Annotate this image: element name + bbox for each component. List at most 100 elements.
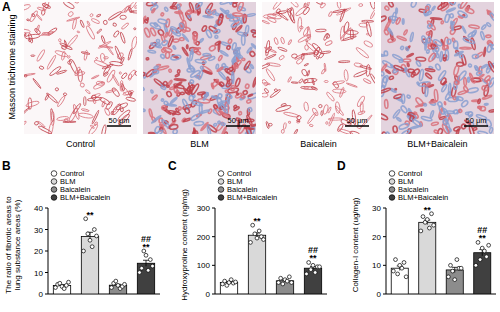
tissue-texture bbox=[398, 123, 409, 131]
tissue-texture bbox=[84, 97, 86, 106]
y-tick-label: 40 bbox=[34, 204, 43, 213]
tissue-texture bbox=[326, 91, 335, 101]
panel-label: A bbox=[2, 0, 11, 14]
tissue-texture bbox=[440, 77, 447, 85]
tissue-texture bbox=[213, 123, 217, 126]
bar bbox=[446, 270, 463, 294]
tissue-texture bbox=[103, 20, 107, 25]
tissue-texture bbox=[302, 6, 310, 15]
tissue-texture bbox=[161, 40, 168, 46]
tissue-texture bbox=[447, 39, 451, 44]
tissue-texture bbox=[238, 111, 241, 115]
tissue-texture bbox=[346, 83, 357, 88]
tissue-texture bbox=[483, 47, 485, 56]
y-tick bbox=[212, 236, 215, 237]
tissue-texture bbox=[384, 100, 388, 109]
tissue-texture bbox=[301, 69, 308, 77]
data-point bbox=[419, 229, 423, 233]
tissue-texture bbox=[389, 76, 394, 80]
y-tick-label: 0 bbox=[39, 290, 44, 299]
y-tick-label: 30 bbox=[372, 204, 381, 213]
data-point bbox=[95, 234, 99, 238]
tissue-texture bbox=[262, 20, 270, 24]
tissue-texture bbox=[289, 2, 299, 8]
tissue-texture bbox=[120, 32, 126, 44]
tissue-texture bbox=[296, 58, 304, 65]
tissue-texture bbox=[460, 47, 472, 49]
tissue-texture bbox=[34, 121, 39, 125]
tissue-texture bbox=[293, 129, 298, 134]
tissue-texture bbox=[121, 4, 132, 13]
tissue-texture bbox=[179, 23, 184, 29]
data-point bbox=[400, 266, 404, 270]
tissue-texture bbox=[454, 80, 460, 86]
data-point bbox=[313, 271, 317, 275]
tissue-texture bbox=[266, 16, 276, 24]
tissue-texture bbox=[207, 125, 211, 134]
data-point bbox=[485, 255, 489, 259]
figure: AMasson trichrome staining50 μmControl50… bbox=[0, 0, 500, 312]
tissue-texture bbox=[281, 129, 284, 133]
tissue-texture bbox=[201, 25, 207, 32]
tissue-texture bbox=[288, 39, 292, 45]
tissue-texture bbox=[209, 45, 217, 52]
tissue-texture bbox=[116, 102, 129, 111]
tissue-texture bbox=[161, 105, 166, 110]
tissue-texture bbox=[283, 123, 287, 130]
tissue-texture bbox=[426, 50, 429, 54]
tissue-texture bbox=[434, 130, 439, 134]
tissue-texture bbox=[215, 35, 218, 38]
tissue-texture bbox=[215, 41, 221, 46]
tissue-texture bbox=[233, 3, 237, 7]
data-point bbox=[262, 238, 266, 242]
tissue-texture bbox=[236, 92, 239, 95]
data-point bbox=[92, 228, 96, 232]
tissue-texture bbox=[121, 22, 129, 30]
tissue-texture bbox=[31, 13, 35, 17]
y-tick-label: 30 bbox=[34, 226, 43, 235]
tissue-texture bbox=[350, 29, 353, 40]
tissue-texture bbox=[232, 42, 237, 50]
tissue-texture bbox=[100, 53, 106, 62]
tissue-texture bbox=[216, 64, 219, 69]
tissue-texture bbox=[63, 2, 75, 10]
tissue-texture bbox=[435, 63, 441, 70]
scale-bar-label: 50 μm bbox=[466, 116, 487, 125]
tissue-texture bbox=[291, 82, 298, 84]
data-point bbox=[88, 238, 92, 242]
tissue-texture bbox=[458, 109, 462, 113]
y-tick-label: 0 bbox=[377, 290, 382, 299]
tissue-texture bbox=[278, 46, 288, 52]
tissue-texture bbox=[80, 20, 85, 28]
y-tick-label: 10 bbox=[372, 261, 381, 270]
tissue-texture bbox=[265, 54, 277, 60]
tissue-texture bbox=[489, 127, 493, 133]
scale-bar-label: 50 μm bbox=[347, 116, 368, 125]
tissue-texture bbox=[272, 2, 284, 10]
tissue-texture bbox=[304, 102, 309, 112]
tissue-texture bbox=[465, 7, 475, 15]
tissue-texture bbox=[304, 63, 309, 66]
data-point bbox=[82, 249, 86, 253]
data-point bbox=[446, 275, 450, 279]
tissue-texture bbox=[67, 55, 70, 58]
tissue-texture bbox=[151, 8, 155, 13]
tissue-texture bbox=[218, 71, 226, 80]
tissue-texture bbox=[227, 97, 229, 104]
y-tick-label: 20 bbox=[372, 233, 381, 242]
tissue-texture bbox=[175, 74, 180, 77]
tissue-texture bbox=[489, 109, 494, 112]
data-point bbox=[394, 258, 398, 262]
bar bbox=[419, 222, 436, 294]
tissue-texture bbox=[332, 80, 345, 85]
tissue-texture bbox=[173, 39, 179, 42]
tissue-texture bbox=[221, 123, 225, 126]
tissue-texture bbox=[174, 79, 186, 81]
tissue-texture bbox=[264, 88, 269, 94]
tissue-texture bbox=[486, 22, 491, 27]
panel-label: C bbox=[168, 159, 177, 173]
data-point bbox=[449, 263, 453, 267]
tissue-texture bbox=[29, 10, 38, 22]
tissue-texture bbox=[337, 123, 344, 132]
data-point bbox=[474, 263, 478, 267]
